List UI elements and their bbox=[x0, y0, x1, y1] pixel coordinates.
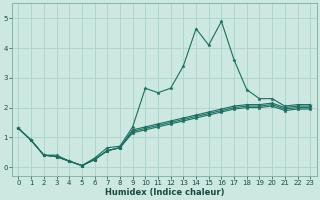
X-axis label: Humidex (Indice chaleur): Humidex (Indice chaleur) bbox=[105, 188, 224, 197]
